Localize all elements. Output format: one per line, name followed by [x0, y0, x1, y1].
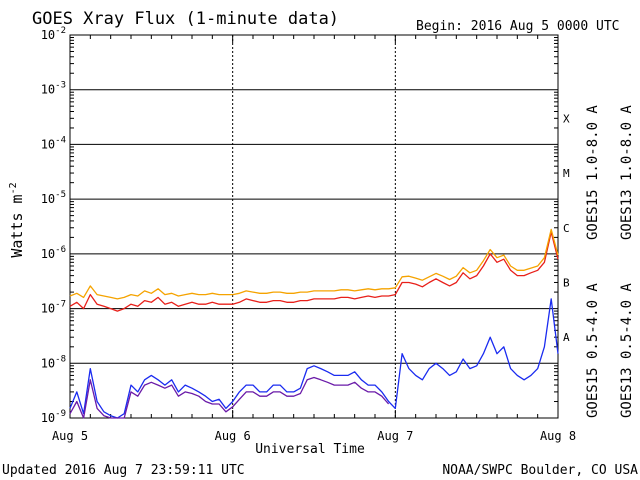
flare-class-label: M	[563, 167, 570, 180]
legend-goes13-long: GOES13 1.0-8.0 A	[619, 105, 635, 240]
y-tick-label: 10-5	[41, 190, 66, 206]
updated-time: Updated 2016 Aug 7 23:59:11 UTC	[2, 463, 245, 478]
svg-text:Watts m-2: Watts m-2	[8, 182, 26, 257]
series-line-3	[69, 376, 390, 419]
y-tick-label: 10-6	[41, 245, 66, 261]
series-line-1	[69, 228, 559, 300]
flare-class-label: B	[563, 276, 570, 289]
y-tick-label: 10-3	[41, 81, 66, 97]
flare-class-label: C	[563, 222, 570, 235]
legend-goes15-short: GOES15 0.5-4.0 A	[585, 283, 601, 418]
legend-goes13-short: GOES13 0.5-4.0 A	[619, 283, 635, 418]
x-tick-label: Aug 6	[215, 429, 251, 443]
credit: NOAA/SWPC Boulder, CO USA	[442, 463, 638, 478]
begin-time: Begin: 2016 Aug 5 0000 UTC	[416, 19, 620, 34]
x-tick-label: Aug 8	[540, 429, 576, 443]
x-tick-label: Aug 5	[52, 429, 88, 443]
y-tick-label: 10-9	[41, 409, 66, 425]
y-tick-label: 10-2	[41, 26, 66, 42]
y-tick-label: 10-7	[41, 300, 66, 316]
flare-class-label: A	[563, 331, 570, 344]
plot-area: 10-9 10-8 10-7 10-6 10-5 10-4 10-3 10-2 Aug 5 Aug…	[41, 26, 576, 443]
series-line-0	[69, 231, 559, 312]
y-axis-label-exponent: -2	[8, 182, 19, 194]
y-tick-label: 10-4	[41, 135, 66, 151]
chart-marks	[69, 228, 559, 419]
x-axis-label: Universal Time	[255, 442, 365, 457]
legend: GOES15 1.0-8.0 A GOES13 1.0-8.0 A GOES15…	[585, 105, 635, 418]
flare-class-label: X	[563, 112, 570, 125]
series-line-2	[69, 298, 559, 419]
y-axis-label-main: Watts m	[8, 194, 26, 257]
plot-frame	[69, 34, 559, 419]
chart-title: GOES Xray Flux (1-minute data)	[32, 9, 339, 29]
y-tick-label: 10-8	[41, 354, 66, 370]
legend-goes15-long: GOES15 1.0-8.0 A	[585, 105, 601, 240]
x-tick-label: Aug 7	[377, 429, 413, 443]
y-axis-label: Watts m-2	[8, 182, 26, 257]
